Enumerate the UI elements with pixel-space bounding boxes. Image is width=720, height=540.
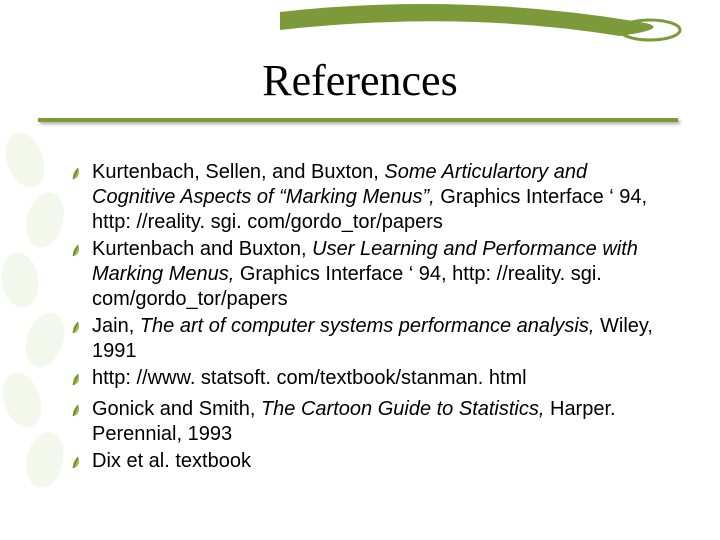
reference-item: Kurtenbach and Buxton, User Learning and… <box>70 237 670 312</box>
reference-item: Kurtenbach, Sellen, and Buxton, Some Art… <box>70 160 670 235</box>
reference-text: Dix et al. textbook <box>92 449 670 474</box>
reference-text: Jain, The art of computer systems perfor… <box>92 314 670 364</box>
leaf-bullet-icon <box>70 401 92 426</box>
leaf-bullet-icon <box>70 241 92 266</box>
reference-item: http: //www. statsoft. com/textbook/stan… <box>70 366 670 395</box>
reference-item: Gonick and Smith, The Cartoon Guide to S… <box>70 397 670 447</box>
header-swoosh <box>280 0 700 55</box>
watermark-leaves <box>0 130 80 510</box>
leaf-bullet-icon <box>70 453 92 478</box>
reference-text: Kurtenbach and Buxton, User Learning and… <box>92 237 670 312</box>
reference-text: http: //www. statsoft. com/textbook/stan… <box>92 366 670 391</box>
leaf-bullet-icon <box>70 370 92 395</box>
reference-list: Kurtenbach, Sellen, and Buxton, Some Art… <box>70 160 670 480</box>
reference-item: Jain, The art of computer systems perfor… <box>70 314 670 364</box>
leaf-bullet-icon <box>70 318 92 343</box>
page-title: References <box>0 55 720 106</box>
title-block: References <box>0 55 720 106</box>
reference-item: Dix et al. textbook <box>70 449 670 478</box>
leaf-bullet-icon <box>70 164 92 189</box>
reference-text: Gonick and Smith, The Cartoon Guide to S… <box>92 397 670 447</box>
reference-text: Kurtenbach, Sellen, and Buxton, Some Art… <box>92 160 670 235</box>
title-underline <box>38 118 678 122</box>
